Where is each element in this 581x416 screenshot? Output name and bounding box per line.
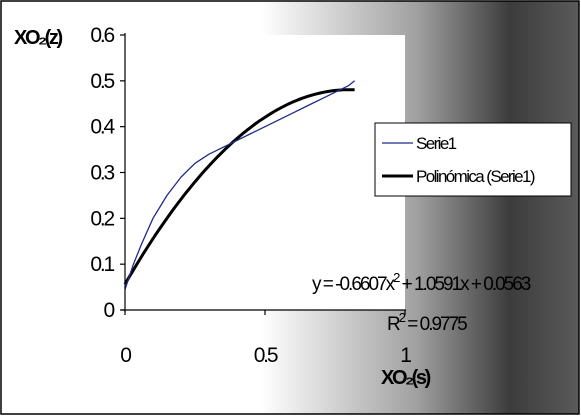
series-line-serie1: [124, 80, 356, 290]
trendline-equation-head: y = -0.6607x: [312, 274, 396, 295]
y-tick-label: 0.2: [90, 207, 114, 230]
x-axis-title: XO₂(s): [381, 367, 431, 389]
x-tick-label: 0: [120, 344, 131, 367]
x-tick-label: 0.5: [254, 344, 278, 367]
x-tick-label: 1: [400, 344, 411, 367]
legend-label-series-1: Serie1: [416, 134, 457, 153]
legend-box: [374, 122, 572, 197]
trendline-equation-exponent: 2: [393, 270, 400, 285]
series-layer: [123, 80, 356, 290]
trendline-equation-tail: + 1.0591x + 0.0563: [398, 274, 530, 295]
legend: Serie1 Polinómica (Serie1): [374, 122, 572, 197]
y-tick-label: 0.5: [90, 70, 114, 93]
series-line-trendline: [123, 88, 355, 285]
y-tick-label: 0.1: [90, 253, 114, 276]
legend-label-series-2: Polinómica (Serie1): [416, 167, 535, 186]
trendline-equation: y = -0.6607x2 + 1.0591x + 0.0563: [312, 270, 531, 295]
r-squared-prefix: R: [387, 314, 400, 335]
plot-area: [125, 35, 405, 310]
y-axis-title: XO₂(z): [14, 27, 62, 49]
y-tick-label: 0.6: [90, 24, 114, 47]
r-squared-exponent: 2: [399, 310, 406, 325]
r-squared-label: R2 = 0.9775: [387, 310, 467, 335]
y-tick-label: 0.4: [90, 116, 115, 139]
r-squared-tail: = 0.9775: [404, 314, 467, 335]
y-tick-label: 0: [104, 299, 115, 322]
y-tick-label: 0.3: [90, 162, 114, 185]
